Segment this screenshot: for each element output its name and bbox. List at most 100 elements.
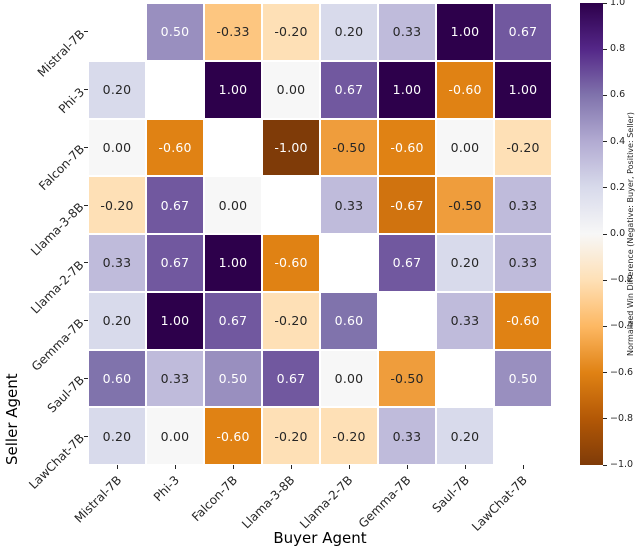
heatmap-cell: -0.60 bbox=[147, 119, 203, 176]
heatmap-cell: 0.20 bbox=[437, 408, 493, 464]
heatmap-cell: 0.33 bbox=[321, 177, 377, 233]
y-tick-label: Saul-7B bbox=[44, 373, 87, 416]
y-tickmark bbox=[84, 377, 88, 379]
x-tick-label: Llama-2-7B bbox=[297, 473, 356, 532]
heatmap-cell: 0.20 bbox=[437, 235, 493, 291]
y-tickmark bbox=[84, 31, 88, 33]
heatmap-cell: 0.67 bbox=[205, 292, 261, 349]
x-tickmark bbox=[232, 465, 234, 469]
x-tick-label: Mistral-7B bbox=[71, 473, 124, 526]
y-tick-label: Mistral-7B bbox=[34, 26, 87, 80]
heatmap-cell: 0.00 bbox=[147, 408, 203, 464]
x-tick-label: Gemma-7B bbox=[356, 473, 414, 531]
colorbar-tick-label: −0.8 bbox=[610, 412, 634, 424]
y-tickmark bbox=[84, 89, 88, 91]
heatmap-cell: 0.60 bbox=[89, 350, 145, 407]
x-tickmark bbox=[522, 465, 524, 469]
y-tick-label: Phi-3 bbox=[55, 84, 87, 116]
heatmap-cell: 0.33 bbox=[495, 235, 551, 291]
colorbar-tickmark bbox=[603, 94, 607, 96]
colorbar bbox=[580, 3, 603, 465]
heatmap-cell: 0.67 bbox=[147, 235, 203, 291]
heatmap-cell: -0.20 bbox=[263, 408, 319, 464]
heatmap-cell: -0.60 bbox=[263, 235, 319, 291]
x-tickmark bbox=[406, 465, 408, 469]
heatmap-cell: 0.33 bbox=[89, 235, 145, 291]
colorbar-tick-label: −0.2 bbox=[610, 274, 634, 286]
heatmap-cell: 0.00 bbox=[437, 119, 493, 176]
heatmap-cell: -0.20 bbox=[89, 177, 145, 233]
heatmap-cell: 0.20 bbox=[89, 61, 145, 118]
heatmap-cell: 0.60 bbox=[321, 292, 377, 349]
x-tick-label: Saul-7B bbox=[429, 473, 472, 516]
heatmap-cell: 0.33 bbox=[437, 292, 493, 349]
heatmap-cell: 0.67 bbox=[495, 4, 551, 60]
heatmap-cell: -0.60 bbox=[205, 408, 261, 464]
heatmap-cell: -0.33 bbox=[205, 4, 261, 60]
colorbar-tick-label: 0.6 bbox=[610, 89, 626, 101]
heatmap-cell: -0.20 bbox=[263, 4, 319, 60]
y-tick-label: LawChat-7B bbox=[26, 431, 87, 493]
x-tickmark bbox=[464, 465, 466, 469]
colorbar-tickmark bbox=[603, 48, 607, 50]
colorbar-tick-label: 0.0 bbox=[610, 228, 626, 239]
heatmap-cell: -0.20 bbox=[263, 292, 319, 349]
heatmap-cell: 0.00 bbox=[263, 61, 319, 118]
colorbar-tick-label: −1.0 bbox=[610, 459, 634, 470]
heatmap-cell: 0.50 bbox=[147, 4, 203, 60]
heatmap-cell: 1.00 bbox=[205, 235, 261, 291]
heatmap-cell: 0.67 bbox=[263, 350, 319, 407]
colorbar-tickmark bbox=[603, 279, 607, 281]
heatmap-cell: 0.33 bbox=[147, 350, 203, 407]
colorbar-tick-label: 1.0 bbox=[610, 0, 626, 8]
y-tick-label: Llama-2-7B bbox=[28, 257, 87, 317]
heatmap-cell: 0.33 bbox=[379, 408, 435, 464]
colorbar-tick-label: 0.2 bbox=[610, 181, 626, 193]
heatmap-cell: 0.20 bbox=[89, 408, 145, 464]
colorbar-tick-label: 0.8 bbox=[610, 43, 626, 55]
colorbar-tick-label: −0.4 bbox=[610, 320, 634, 332]
heatmap-cell: 0.00 bbox=[321, 350, 377, 407]
x-tickmark bbox=[174, 465, 176, 469]
y-tickmark bbox=[84, 262, 88, 264]
heatmap-cell: 0.20 bbox=[321, 4, 377, 60]
heatmap-cell: -0.60 bbox=[495, 292, 551, 349]
heatmap-cell: 0.50 bbox=[495, 350, 551, 407]
heatmap-cell: 1.00 bbox=[495, 61, 551, 118]
heatmap-cell: -0.20 bbox=[321, 408, 377, 464]
y-tick-label: Gemma-7B bbox=[29, 315, 87, 374]
heatmap-cell: -0.60 bbox=[437, 61, 493, 118]
colorbar-tickmark bbox=[603, 2, 607, 4]
heatmap-cell: -0.60 bbox=[379, 119, 435, 176]
colorbar-tick-label: −0.6 bbox=[610, 366, 634, 378]
x-tickmark bbox=[348, 465, 350, 469]
y-tickmark bbox=[84, 146, 88, 148]
y-tickmark bbox=[84, 435, 88, 437]
heatmap-cell: -0.50 bbox=[437, 177, 493, 233]
x-tickmark bbox=[290, 465, 292, 469]
heatmap-cell: 0.67 bbox=[321, 61, 377, 118]
heatmap-cell: 0.20 bbox=[89, 292, 145, 349]
y-tick-label: Falcon-7B bbox=[35, 142, 87, 194]
y-tickmark bbox=[84, 320, 88, 322]
colorbar-tick-label: 0.4 bbox=[610, 135, 626, 147]
heatmap-cell: 0.50 bbox=[205, 350, 261, 407]
heatmap-cell: 1.00 bbox=[437, 4, 493, 60]
heatmap-cell: -0.67 bbox=[379, 177, 435, 233]
colorbar-tickmark bbox=[603, 464, 607, 466]
x-tick-label: Falcon-7B bbox=[188, 473, 240, 525]
heatmap-cell: 0.67 bbox=[147, 177, 203, 233]
x-tick-label: Llama-3-8B bbox=[239, 473, 298, 532]
heatmap-cell: 0.67 bbox=[379, 235, 435, 291]
y-axis-title: Seller Agent bbox=[3, 373, 21, 465]
heatmap-cell: -0.20 bbox=[495, 119, 551, 176]
colorbar-tickmark bbox=[603, 187, 607, 189]
heatmap-cell: 1.00 bbox=[147, 292, 203, 349]
x-tick-label: Phi-3 bbox=[150, 473, 182, 505]
heatmap-cell: -0.50 bbox=[321, 119, 377, 176]
heatmap-cell: 0.00 bbox=[89, 119, 145, 176]
heatmap-cell: 0.00 bbox=[205, 177, 261, 233]
heatmap-cell: 0.33 bbox=[379, 4, 435, 60]
heatmap-cell: 1.00 bbox=[205, 61, 261, 118]
